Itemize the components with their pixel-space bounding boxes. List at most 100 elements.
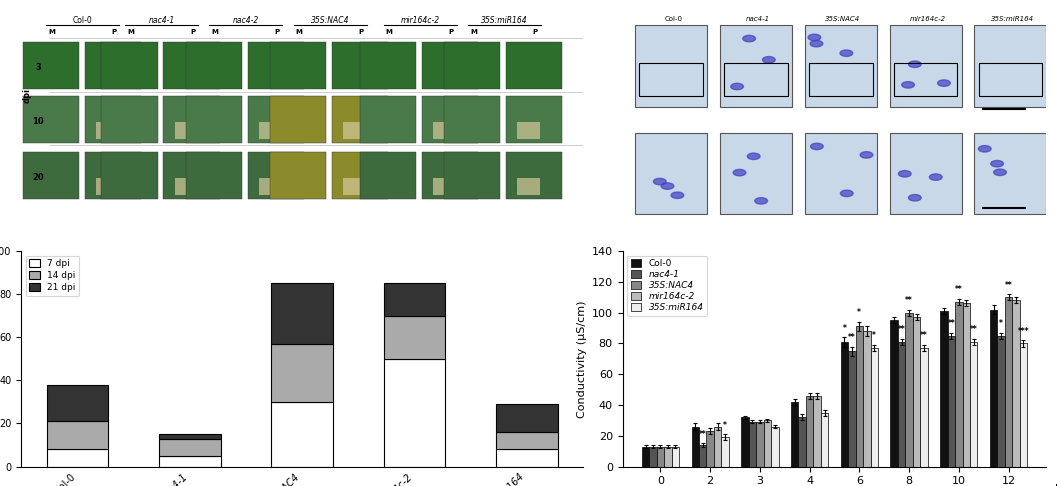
Bar (890, 25, 962, 107)
Bar (871, 348, 878, 467)
Text: P: P (448, 29, 453, 35)
Text: **: ** (699, 430, 706, 439)
Text: Col-0: Col-0 (73, 16, 93, 25)
Bar (272, 344, 333, 402)
Bar (271, 96, 327, 143)
Bar (642, 447, 649, 467)
Bar (699, 445, 706, 467)
Bar (422, 96, 478, 143)
Bar (271, 42, 327, 89)
Bar (517, 122, 540, 139)
Text: *: * (999, 319, 1003, 328)
Circle shape (908, 194, 922, 201)
Bar (989, 310, 998, 467)
Text: P: P (190, 29, 196, 35)
Bar (164, 96, 220, 143)
Circle shape (902, 82, 914, 88)
Circle shape (908, 61, 922, 68)
Bar (159, 438, 221, 456)
Bar (164, 42, 220, 89)
Bar (979, 63, 1042, 96)
Text: **: ** (970, 325, 978, 334)
Text: 35S:NAC4: 35S:NAC4 (311, 16, 350, 25)
Bar (713, 427, 721, 467)
Text: dpi: dpi (22, 88, 32, 104)
Circle shape (661, 183, 674, 190)
Bar (894, 63, 958, 96)
Bar (384, 316, 445, 359)
Y-axis label: Conductivity (μS/cm): Conductivity (μS/cm) (577, 300, 588, 417)
Text: hpi: hpi (1055, 484, 1057, 486)
Bar (496, 450, 557, 467)
Bar (748, 422, 756, 467)
Text: **: ** (905, 296, 913, 305)
Text: ***: *** (1018, 327, 1030, 336)
Bar (85, 152, 141, 199)
Bar (809, 63, 873, 96)
Bar (85, 96, 141, 143)
Bar (159, 434, 221, 438)
Bar (517, 178, 540, 195)
Bar (360, 96, 416, 143)
Bar (332, 152, 388, 199)
Bar (422, 152, 478, 199)
Bar (259, 122, 281, 139)
Bar (271, 152, 327, 199)
Circle shape (730, 83, 743, 90)
Bar (164, 152, 220, 199)
Text: *: * (723, 420, 727, 430)
Bar (913, 317, 921, 467)
Bar (940, 311, 947, 467)
Bar (174, 122, 197, 139)
Text: M: M (49, 29, 55, 35)
Bar (247, 96, 303, 143)
Circle shape (938, 80, 950, 87)
Bar (186, 96, 242, 143)
Bar (956, 302, 963, 467)
Text: **: ** (954, 285, 963, 294)
Bar (721, 437, 729, 467)
Text: M: M (386, 29, 392, 35)
Bar (947, 336, 956, 467)
Bar (360, 42, 416, 89)
Bar (720, 25, 792, 107)
Text: P: P (111, 29, 116, 35)
Circle shape (979, 146, 991, 152)
Bar (23, 152, 79, 199)
Text: P: P (358, 29, 364, 35)
Bar (639, 63, 703, 96)
Bar (756, 422, 763, 467)
Bar (433, 122, 456, 139)
Bar (23, 96, 79, 143)
Bar (344, 122, 366, 139)
Bar (1020, 344, 1027, 467)
Bar (422, 42, 478, 89)
Bar (821, 413, 829, 467)
Circle shape (755, 198, 767, 204)
Bar (791, 402, 798, 467)
Bar (444, 152, 500, 199)
Bar (804, 25, 877, 107)
Text: M: M (127, 29, 134, 35)
Circle shape (762, 56, 775, 63)
Circle shape (671, 192, 684, 198)
Text: *: * (842, 324, 847, 332)
Bar (344, 178, 366, 195)
Text: nac4-1: nac4-1 (746, 16, 771, 22)
Bar (855, 327, 864, 467)
Circle shape (840, 190, 853, 197)
Circle shape (747, 153, 760, 159)
Bar (101, 42, 157, 89)
Bar (444, 42, 500, 89)
Bar (332, 96, 388, 143)
Text: **: ** (897, 325, 906, 334)
Bar (664, 447, 671, 467)
Bar (1013, 300, 1020, 467)
Bar (23, 42, 79, 89)
Text: P: P (533, 29, 538, 35)
Bar (360, 152, 416, 199)
Bar (259, 178, 281, 195)
Bar (272, 283, 333, 344)
Circle shape (990, 160, 1003, 167)
Bar (247, 42, 303, 89)
